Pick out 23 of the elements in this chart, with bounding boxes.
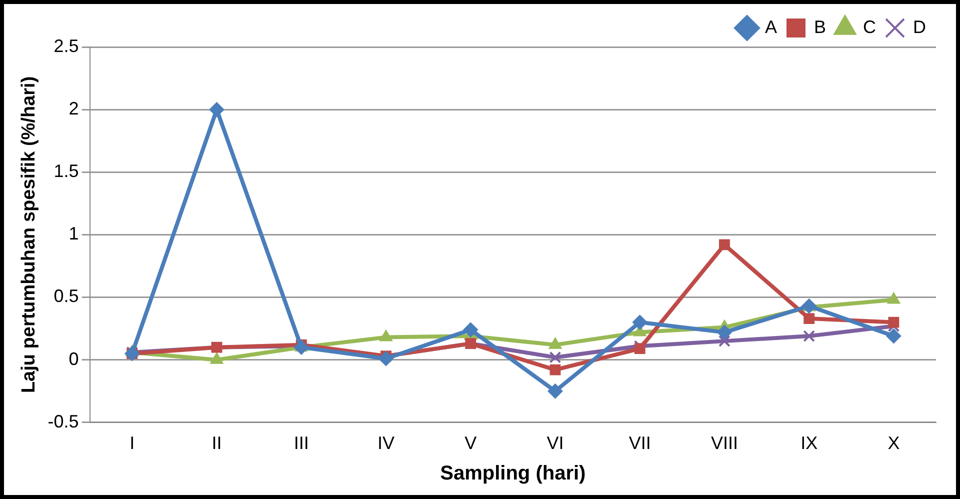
legend-label: B xyxy=(814,16,826,37)
legend-label: A xyxy=(764,16,778,37)
y-tick-label: 1 xyxy=(68,224,79,244)
y-axis-title: Laju pertumbuhan spesifik (%/hari) xyxy=(18,76,40,394)
x-axis-title: Sampling (hari) xyxy=(440,462,586,485)
x-tick-label: IX xyxy=(800,433,818,454)
legend-label: D xyxy=(913,16,926,37)
legend-label: C xyxy=(863,16,876,37)
x-tick-label: VIII xyxy=(710,433,738,454)
x-tick-label: V xyxy=(464,433,477,454)
x-tick-label: I xyxy=(130,433,135,454)
x-tick-label: III xyxy=(294,433,309,454)
y-tick-label: 2.5 xyxy=(54,36,79,56)
y-tick-label: 0.5 xyxy=(54,286,79,306)
y-tick-label: 1.5 xyxy=(54,161,79,182)
x-tick-label: VII xyxy=(628,433,651,454)
y-tick-label: 0 xyxy=(68,348,79,369)
x-tick-label: VI xyxy=(546,433,564,454)
y-tick-label: 2 xyxy=(68,98,79,119)
x-tick-label: II xyxy=(212,433,222,454)
x-tick-label: IV xyxy=(377,433,394,454)
y-tick-label: -0.5 xyxy=(48,411,79,432)
x-tick-label: X xyxy=(888,433,900,454)
